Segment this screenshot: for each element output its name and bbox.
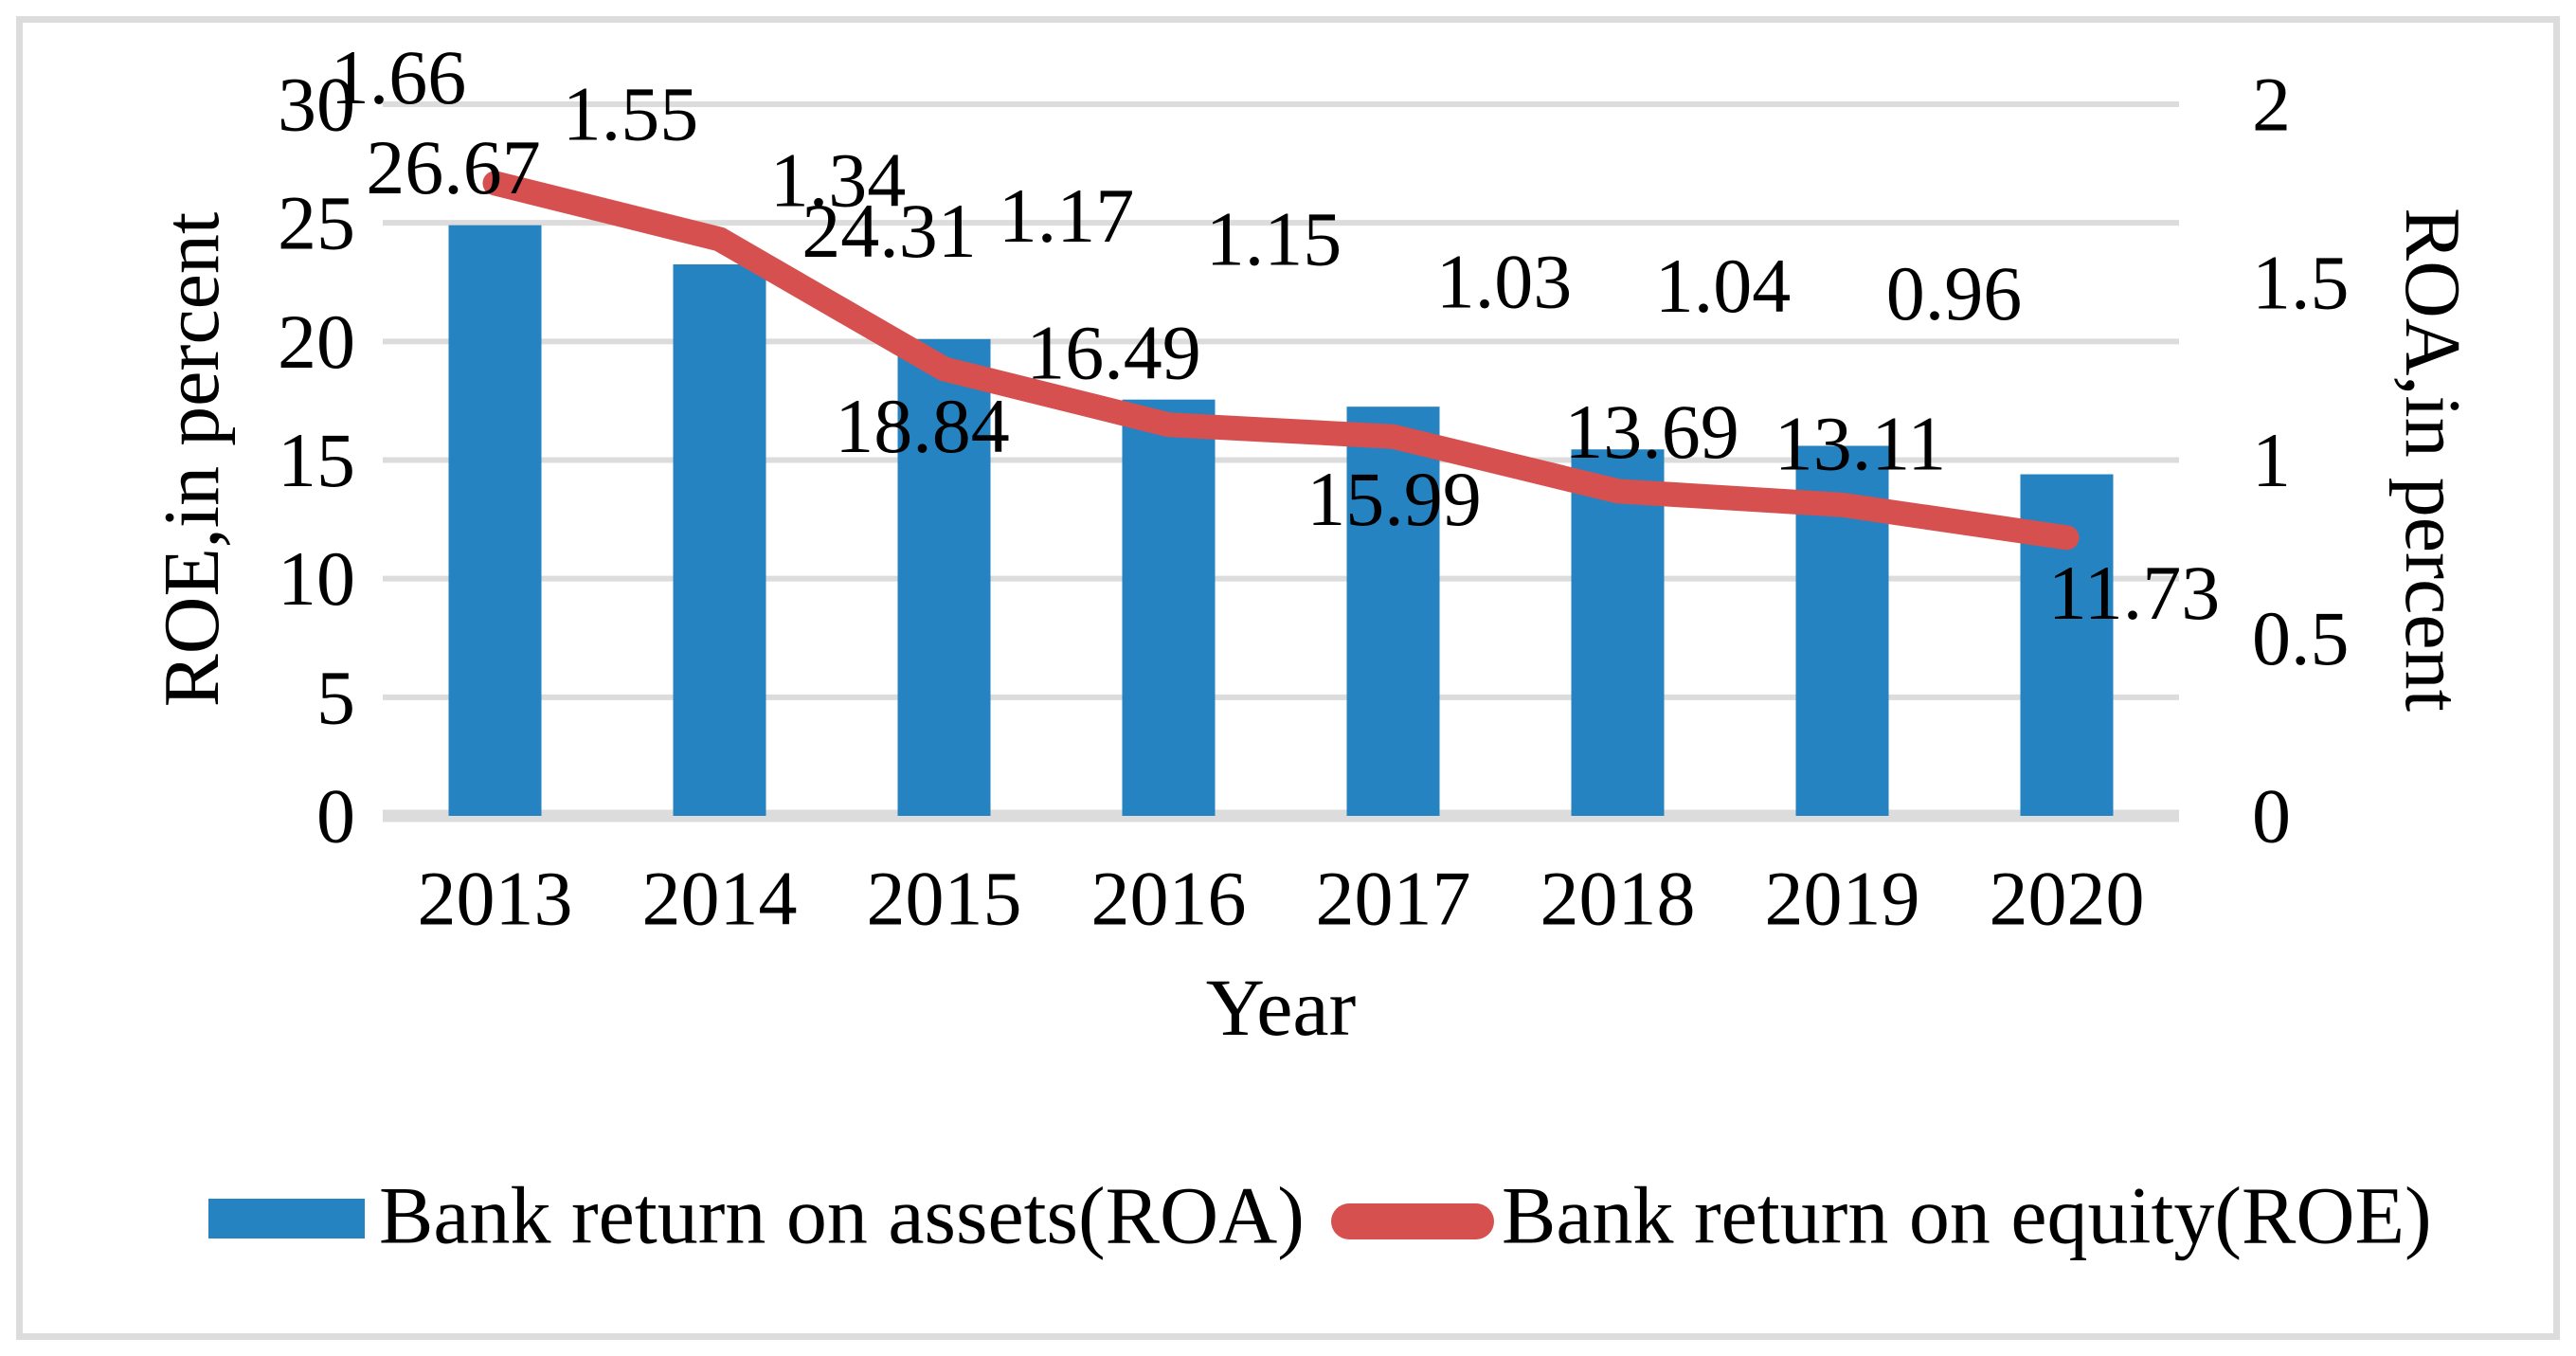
roa-data-label: 1.34 [770,136,907,223]
x-axis-category-label: 2014 [642,856,798,942]
roe-line [482,171,2080,551]
left-axis-tick-label: 5 [316,654,355,740]
roe-data-label: 11.73 [2048,550,2220,636]
right-axis-tick-label: 1 [2252,417,2291,503]
legend-label-roe: Bank return on equity(ROE) [1502,1169,2432,1261]
roa-bar [1571,449,1665,816]
x-axis-category-label: 2020 [1990,856,2145,942]
roa-data-label: 1.66 [331,34,467,120]
roe-data-label: 18.84 [835,383,1010,469]
left-axis-tick-label: 0 [316,773,355,859]
roa-data-label: 0.96 [1886,250,2023,336]
roa-bar [1346,407,1440,816]
right-axis-tick-label: 0.5 [2252,595,2350,681]
legend-label-roa: Bank return on assets(ROA) [379,1169,1305,1261]
roe-data-label: 26.67 [366,124,541,210]
roe-data-label: 13.11 [1774,400,1946,486]
right-y-axis-title: ROA,in percent [2388,208,2477,712]
x-axis-title: Year [1205,962,1357,1053]
right-axis-tick-label: 2 [2252,62,2291,148]
roa-data-label: 1.04 [1655,243,1792,329]
x-axis-category-label: 2015 [867,856,1022,942]
left-axis-tick-label: 10 [278,535,355,622]
right-axis-tick-label: 0 [2252,773,2291,859]
left-axis-tick-label: 30 [278,62,355,148]
roa-bar [673,263,766,817]
roe-data-label: 24.31 [802,188,977,274]
left-y-axis-title: ROE,in percent [148,211,236,708]
roa-data-label: 1.17 [999,172,1135,259]
x-axis-category-label: 2016 [1091,856,1247,942]
roe-data-label: 16.49 [1026,310,1201,396]
roa-bar [1122,399,1216,816]
roa-bar [448,225,542,817]
roa-data-label: 1.03 [1436,239,1573,325]
roa-data-label: 1.15 [1206,196,1342,282]
left-axis-tick-label: 15 [278,417,355,503]
right-axis-tick-label: 1.5 [2252,239,2350,325]
x-axis-category-label: 2017 [1316,856,1471,942]
legend-line-swatch [1331,1203,1494,1239]
roa-bar [897,338,991,816]
left-axis-tick-label: 25 [278,180,355,266]
roe-data-label: 13.69 [1564,389,1739,475]
x-axis-category-label: 2018 [1540,856,1696,942]
roa-data-label: 1.55 [563,70,699,156]
roe-data-label: 15.99 [1306,456,1482,542]
x-axis-category-label: 2019 [1765,856,1920,942]
legend-bar-swatch [208,1199,365,1238]
left-axis-tick-label: 20 [278,298,355,385]
x-axis-category-label: 2013 [418,856,573,942]
